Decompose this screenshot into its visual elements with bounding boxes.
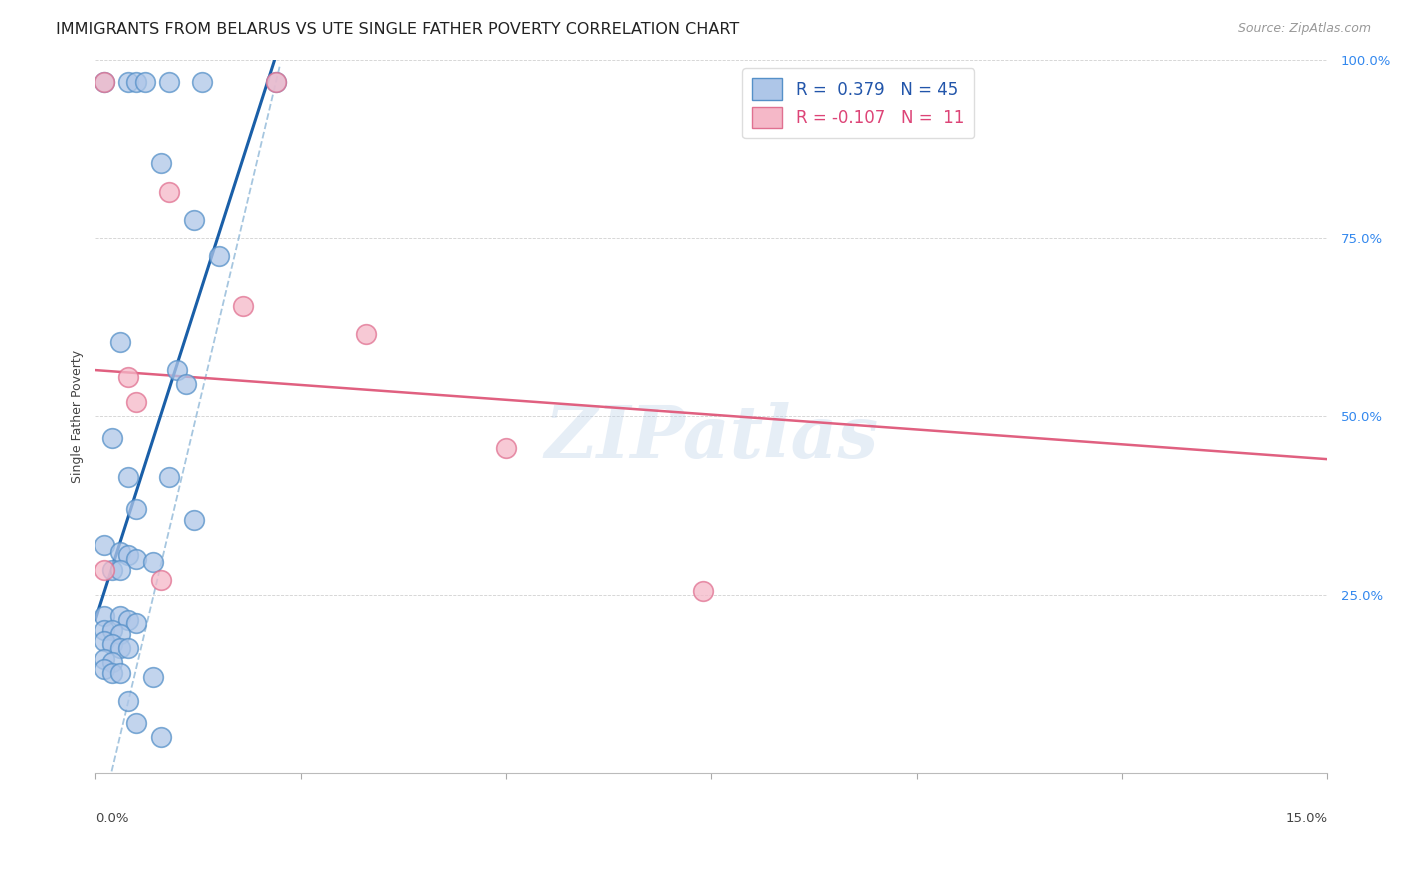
Point [183, 213, 205, 227]
Text: ZIPatlas: ZIPatlas [544, 402, 879, 474]
Point [264, 74, 287, 88]
Point [108, 334, 131, 349]
Point [166, 363, 188, 377]
Point [157, 185, 180, 199]
Point [93, 538, 115, 552]
Point [93, 563, 115, 577]
Legend: R =  0.379   N = 45, R = -0.107   N =  11: R = 0.379 N = 45, R = -0.107 N = 11 [742, 69, 974, 138]
Point [108, 626, 131, 640]
Point [93, 651, 115, 665]
Point [125, 395, 148, 409]
Point [142, 669, 165, 683]
Point [125, 74, 148, 88]
Point [93, 623, 115, 637]
Point [264, 74, 287, 88]
Point [93, 609, 115, 624]
Point [101, 431, 124, 445]
Point [150, 574, 173, 588]
Point [125, 616, 148, 631]
Point [101, 637, 124, 651]
Text: IMMIGRANTS FROM BELARUS VS UTE SINGLE FATHER POVERTY CORRELATION CHART: IMMIGRANTS FROM BELARUS VS UTE SINGLE FA… [56, 22, 740, 37]
Point [232, 299, 254, 313]
Point [117, 470, 139, 484]
Point [183, 513, 205, 527]
Point [108, 609, 131, 624]
Point [150, 730, 173, 744]
Point [101, 623, 124, 637]
Text: 15.0%: 15.0% [1285, 812, 1327, 825]
Point [108, 545, 131, 559]
Point [125, 502, 148, 516]
Point [101, 655, 124, 669]
Point [125, 552, 148, 566]
Point [207, 249, 229, 263]
Point [174, 377, 197, 392]
Point [117, 74, 139, 88]
Point [108, 665, 131, 680]
Text: 0.0%: 0.0% [96, 812, 129, 825]
Point [142, 556, 165, 570]
Text: Source: ZipAtlas.com: Source: ZipAtlas.com [1237, 22, 1371, 36]
Y-axis label: Single Father Poverty: Single Father Poverty [72, 350, 84, 483]
Point [101, 665, 124, 680]
Point [495, 442, 517, 456]
Point [157, 470, 180, 484]
Point [93, 74, 115, 88]
Point [117, 613, 139, 627]
Point [125, 715, 148, 730]
Point [93, 662, 115, 676]
Point [93, 74, 115, 88]
Point [117, 370, 139, 384]
Point [108, 563, 131, 577]
Point [93, 633, 115, 648]
Point [692, 584, 714, 599]
Point [117, 640, 139, 655]
Point [191, 74, 214, 88]
Point [150, 156, 173, 170]
Point [117, 694, 139, 708]
Point [117, 549, 139, 563]
Point [157, 74, 180, 88]
Point [108, 640, 131, 655]
Point [134, 74, 156, 88]
Point [356, 327, 378, 342]
Point [101, 563, 124, 577]
